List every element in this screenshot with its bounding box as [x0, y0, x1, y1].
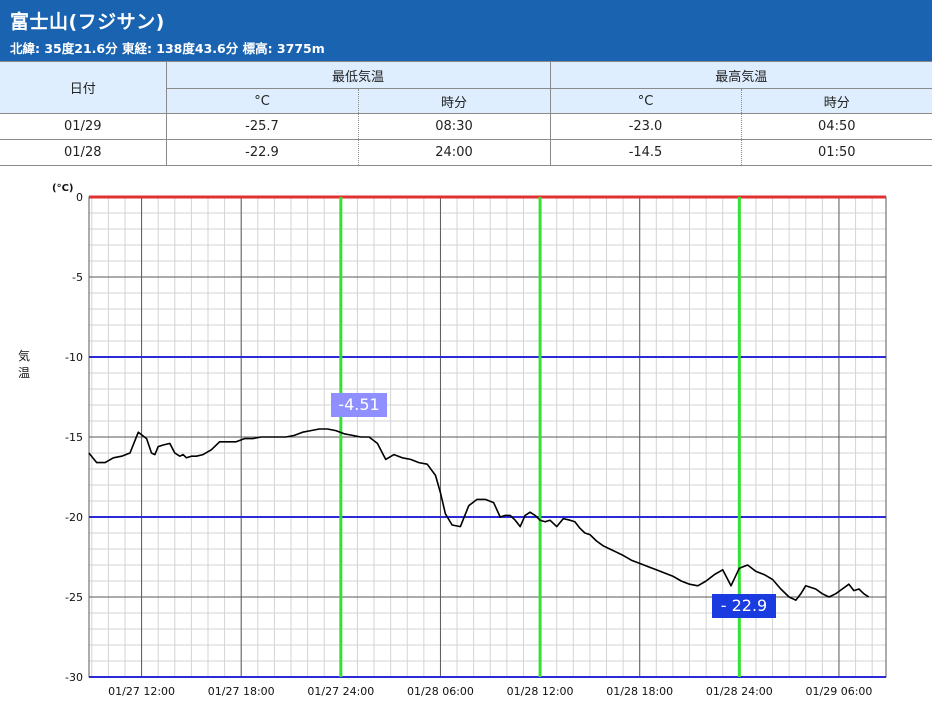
y-tick-label: -15	[65, 431, 83, 444]
y-axis-label-part: 気	[18, 348, 30, 363]
row-max-time: 04:50	[740, 113, 932, 140]
row-date: 01/28	[0, 139, 166, 166]
series-group	[88, 428, 870, 602]
annotations: -4.51 - 22.9	[331, 393, 776, 618]
annotation-max-box	[331, 393, 387, 417]
row-max-celsius: -14.5	[549, 139, 742, 166]
y-tick-label: -5	[72, 271, 83, 284]
table-header-row: 日付 最低気温 最高気温	[0, 61, 932, 114]
x-tick-label: 01/27 18:00	[208, 685, 275, 698]
row-min-celsius: -25.7	[165, 113, 358, 140]
x-tick-labels: 01/27 12:00 01/27 18:00 01/27 24:00 01/28 0…	[108, 685, 872, 698]
y-unit-label: (°C)	[52, 183, 73, 194]
date-column-header: 日付	[0, 61, 166, 114]
x-tick-label: 01/28 18:00	[606, 685, 673, 698]
y-tick-label: 0	[76, 191, 83, 204]
station-title: 富士山(フジサン)	[10, 11, 165, 33]
y-tick-label: -25	[65, 591, 83, 604]
x-tick-label: 01/29 06:00	[806, 685, 873, 698]
station-coordinates: 北緯: 35度21.6分 東経: 138度43.6分 標高: 3775m	[10, 41, 325, 56]
x-tick-label: 01/27 24:00	[307, 685, 374, 698]
max-time-header: 時分	[740, 88, 932, 114]
row-date: 01/29	[0, 113, 166, 140]
table-row: 01/29 -25.7 08:30 -23.0 04:50	[0, 113, 932, 140]
table-subheader-row: °C 時分 °C 時分	[0, 88, 932, 114]
x-tick-label: 01/27 12:00	[108, 685, 175, 698]
row-max-celsius: -23.0	[549, 113, 742, 140]
annotation-max-label: -4.51	[338, 395, 379, 414]
y-tick-label: -30	[65, 671, 83, 684]
y-tick-labels: 0 -5 -10 -15 -20 -25 -30	[65, 191, 83, 684]
x-tick-label: 01/28 12:00	[507, 685, 574, 698]
row-min-time: 08:30	[357, 113, 551, 140]
table-row: 01/28 -22.9 24:00 -14.5 01:50	[0, 139, 932, 166]
x-tick-label: 01/28 06:00	[407, 685, 474, 698]
max-celsius-header: °C	[549, 88, 742, 114]
y-tick-label: -20	[65, 511, 83, 524]
min-temp-header: 最低気温	[165, 61, 551, 89]
station-header: 富士山(フジサン) 北緯: 35度21.6分 東経: 138度43.6分 標高:…	[0, 0, 932, 61]
annotation-min-box	[712, 594, 776, 618]
annotation-min-label: - 22.9	[721, 596, 767, 615]
row-min-celsius: -22.9	[165, 139, 358, 166]
max-temp-header: 最高気温	[549, 61, 932, 89]
temperature-series-line	[88, 428, 870, 602]
row-max-time: 01:50	[740, 139, 932, 166]
y-axis-label-part: 温	[18, 366, 30, 380]
x-tick-label: 01/28 24:00	[706, 685, 773, 698]
y-tick-label: -10	[65, 351, 83, 364]
min-celsius-header: °C	[165, 88, 358, 114]
temperature-chart: 0 -5 -10 -15 -20 -25 -30 01/27 12:00 01/27 18:0…	[18, 183, 887, 698]
min-time-header: 時分	[357, 88, 551, 114]
temperature-summary-table: 日付 最低気温 最高気温 °C 時分 °C 時分 01/29 -25.7 08:…	[0, 61, 932, 166]
temperature-chart-area: 0 -5 -10 -15 -20 -25 -30 01/27 12:00 01/27 18:0…	[0, 166, 932, 724]
row-min-time: 24:00	[357, 139, 551, 166]
reference-lines	[89, 195, 886, 678]
